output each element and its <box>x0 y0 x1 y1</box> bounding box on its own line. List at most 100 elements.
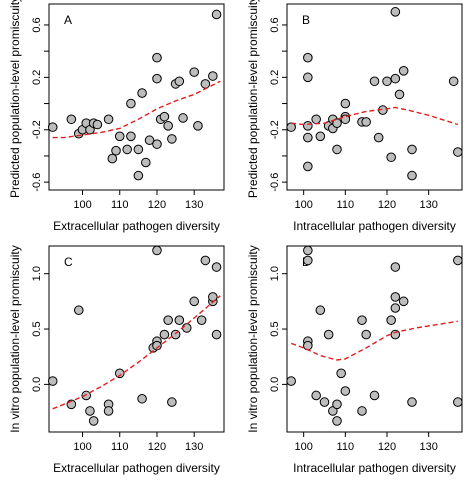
data-point <box>407 144 417 155</box>
data-point <box>453 255 463 266</box>
data-point <box>336 368 346 379</box>
data-point <box>193 121 203 131</box>
data-point <box>211 329 222 340</box>
data-point <box>200 255 211 266</box>
data-point <box>174 76 185 87</box>
data-point <box>47 122 58 132</box>
data-point <box>211 262 222 272</box>
y-axis-label: In vitro population-level promiscuity <box>246 245 260 432</box>
data-point <box>159 111 170 122</box>
data-point <box>144 135 155 146</box>
data-point <box>319 397 330 407</box>
data-point <box>152 340 162 351</box>
data-point <box>286 122 296 132</box>
data-point <box>453 397 463 407</box>
panel-b: 100 110 120 130 -0.6 -0.2 0.2 0.6 Intracellular … <box>246 0 463 233</box>
data-point <box>340 98 351 109</box>
x-tick-label: 130 <box>185 199 203 211</box>
data-point <box>152 139 162 149</box>
x-tick-label: 100 <box>294 199 312 211</box>
y-tick-label: 0.6 <box>31 17 43 32</box>
x-axis-label: Intracellular pathogen diversity <box>293 219 456 233</box>
data-point <box>133 144 144 155</box>
data-point <box>386 315 396 325</box>
x-axis-label: Extracellular pathogen diversity <box>53 219 220 233</box>
y-tick-label: -0.2 <box>31 120 43 139</box>
data-point <box>152 73 162 84</box>
data-point <box>332 144 342 155</box>
data-point <box>390 292 401 302</box>
x-tick-label: 120 <box>378 441 396 453</box>
fit-curve <box>52 80 221 139</box>
panel-a: 100 110 120 130 -0.6 -0.2 0.2 0.6 Extracellular … <box>8 0 225 233</box>
data-point <box>163 121 173 131</box>
y-axis-label: In vitro population-level promiscuity <box>8 245 22 432</box>
data-point <box>303 121 313 131</box>
data-point <box>448 76 459 87</box>
data-point <box>107 153 118 164</box>
data-point <box>152 52 162 63</box>
data-point <box>315 131 326 142</box>
data-point <box>303 245 313 256</box>
data-point <box>114 368 125 379</box>
data-point <box>189 296 200 307</box>
data-point <box>390 262 401 272</box>
data-point <box>137 393 147 404</box>
data-point <box>398 66 409 76</box>
data-point <box>167 134 177 144</box>
fit-curve <box>290 320 458 361</box>
data-point <box>211 9 222 20</box>
data-point <box>92 119 103 130</box>
data-point <box>361 329 371 340</box>
x-tick-label: 120 <box>378 199 396 211</box>
x-tick-label: 130 <box>419 199 437 211</box>
data-point <box>303 340 313 351</box>
x-tick-label: 100 <box>73 199 91 211</box>
data-point <box>126 98 136 109</box>
data-point <box>332 399 342 410</box>
data-point <box>386 152 396 163</box>
data-point <box>453 147 463 157</box>
y-tick-label: -0.6 <box>31 173 43 192</box>
data-point <box>111 145 121 156</box>
data-point <box>332 416 342 426</box>
data-point <box>103 114 114 125</box>
y-tick-label: -0.2 <box>269 120 281 139</box>
data-point <box>394 89 405 100</box>
y-tick-label: 0.6 <box>269 17 281 32</box>
x-axis-label: Intracellular pathogen diversity <box>293 461 456 475</box>
data-point <box>152 245 162 256</box>
y-tick-label: -0.6 <box>269 173 281 192</box>
data-point <box>303 52 313 63</box>
data-point <box>361 117 371 127</box>
data-point <box>196 315 207 325</box>
data-point <box>141 157 151 168</box>
data-point <box>373 132 384 143</box>
data-point <box>181 323 192 333</box>
y-tick-label: 0.0 <box>269 377 281 392</box>
panel-d: 100 110 120 130 0.0 0.5 1.0 Intracellular patho… <box>246 245 463 475</box>
data-point <box>407 397 417 407</box>
data-point <box>178 113 188 123</box>
data-point <box>122 144 132 155</box>
y-tick-label: 0.2 <box>269 70 281 85</box>
data-point <box>159 329 170 340</box>
data-point <box>340 386 351 396</box>
data-point <box>303 132 313 143</box>
y-tick-label: 0.2 <box>31 70 43 85</box>
x-tick-label: 100 <box>294 441 312 453</box>
data-point <box>286 376 296 386</box>
y-tick-label: 1.0 <box>31 266 43 281</box>
data-point <box>174 315 185 325</box>
plot-frame <box>286 3 463 191</box>
data-point <box>390 329 401 340</box>
data-point <box>382 76 392 87</box>
panel-c: 100 110 120 130 0.0 0.5 1.0 Extracellular patho… <box>8 245 225 475</box>
y-tick-label: 0.5 <box>269 321 281 336</box>
data-point <box>303 72 313 83</box>
y-axis-label: Predicted population-level promiscuity <box>246 0 260 198</box>
data-point <box>390 7 401 17</box>
data-point <box>103 406 114 416</box>
data-point <box>133 170 144 181</box>
